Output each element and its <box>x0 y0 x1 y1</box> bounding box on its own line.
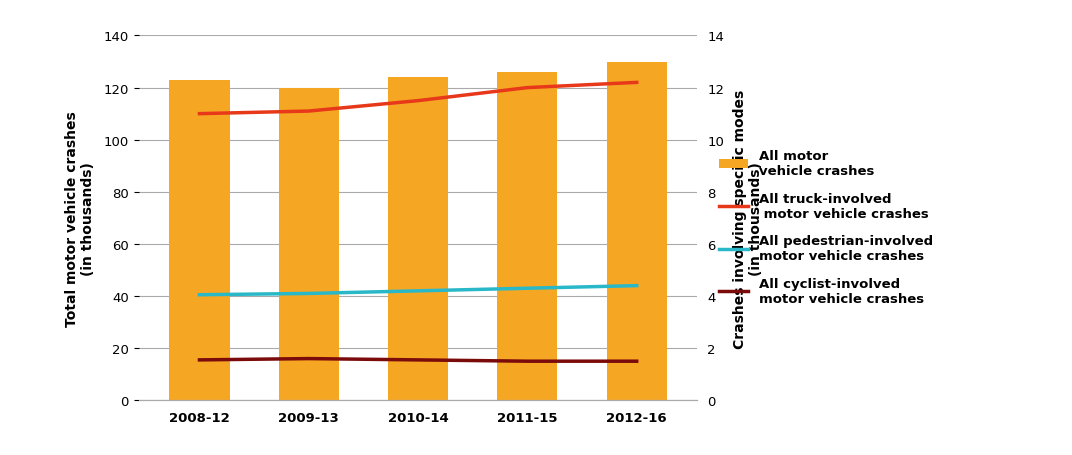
Y-axis label: Crashes involving specific modes
(in thousands): Crashes involving specific modes (in tho… <box>732 89 763 348</box>
Bar <box>497 73 557 400</box>
Bar <box>388 78 448 400</box>
Bar <box>607 62 667 400</box>
Bar <box>279 88 339 400</box>
Y-axis label: Total motor vehicle crashes
(in thousands): Total motor vehicle crashes (in thousand… <box>65 111 95 326</box>
Bar <box>169 81 229 400</box>
Legend: All motor
vehicle crashes, All truck-involved
 motor vehicle crashes, All pedest: All motor vehicle crashes, All truck-inv… <box>719 150 933 305</box>
